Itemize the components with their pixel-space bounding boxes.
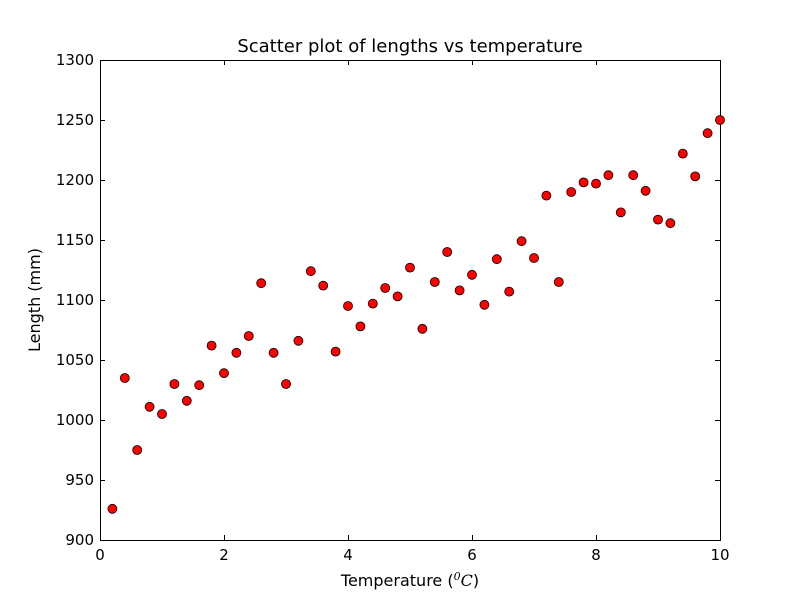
- y-tick-label: 1000: [56, 411, 94, 429]
- data-point: [467, 269, 477, 280]
- x-tick-label: 0: [95, 546, 105, 564]
- y-axis-label: Length (mm): [25, 248, 44, 352]
- data-point: [256, 278, 267, 289]
- data-points: [107, 115, 725, 514]
- data-point: [454, 285, 465, 296]
- data-point: [293, 335, 304, 346]
- data-point: [231, 347, 242, 358]
- chart-title: Scatter plot of lengths vs temperature: [237, 36, 582, 57]
- axis-ticks: 0 2 4 6 8 10 900 950 1000 1050 1100 1150 1200 1250 130…: [56, 51, 730, 564]
- data-point: [677, 148, 688, 159]
- data-point: [132, 445, 143, 455]
- data-point: [206, 340, 217, 351]
- data-point: [330, 346, 341, 357]
- data-point: [702, 128, 713, 139]
- data-point: [107, 503, 118, 514]
- x-axis-label: Temperature (0C): [340, 570, 479, 590]
- y-tick-label: 1200: [56, 171, 94, 189]
- data-point: [578, 177, 589, 188]
- x-axis-label-main: Temperature (: [340, 571, 454, 590]
- x-tick-label: 2: [219, 546, 229, 564]
- y-tick-label: 1050: [56, 351, 94, 369]
- x-tick-label: 4: [343, 546, 353, 564]
- data-point: [628, 170, 639, 181]
- data-point: [157, 409, 167, 419]
- data-point: [268, 347, 279, 358]
- data-point: [591, 178, 601, 189]
- data-point: [380, 283, 391, 293]
- data-point: [305, 266, 316, 277]
- data-point: [343, 301, 353, 311]
- data-point: [417, 323, 428, 334]
- data-point: [690, 171, 701, 182]
- x-tick-label: 6: [467, 546, 477, 564]
- data-point: [429, 277, 440, 287]
- data-point: [243, 331, 254, 341]
- x-axis-label-close: ): [473, 571, 479, 590]
- data-point: [392, 291, 403, 302]
- data-point: [281, 379, 291, 389]
- data-point: [144, 401, 155, 412]
- x-axis-label-superscript: 0: [454, 570, 461, 583]
- data-point: [169, 379, 180, 389]
- y-tick-label: 1250: [56, 111, 94, 129]
- data-point: [442, 247, 453, 257]
- data-point: [553, 277, 564, 287]
- data-point: [715, 115, 725, 125]
- data-point: [491, 254, 502, 265]
- data-point: [665, 218, 676, 229]
- data-point: [640, 185, 651, 196]
- data-point: [615, 207, 626, 218]
- data-point: [529, 253, 539, 263]
- data-point: [367, 298, 378, 309]
- data-point: [653, 214, 663, 225]
- y-tick-label: 950: [65, 471, 94, 489]
- data-point: [541, 190, 552, 201]
- x-axis-label-unit: C: [461, 571, 473, 590]
- plot-frame: [100, 60, 721, 541]
- data-point: [479, 299, 490, 310]
- data-point: [566, 187, 577, 197]
- data-point: [405, 262, 415, 273]
- data-point: [219, 368, 229, 379]
- data-point: [119, 373, 130, 383]
- x-tick-label: 8: [591, 546, 601, 564]
- y-tick-label: 1100: [56, 291, 94, 309]
- data-point: [516, 236, 527, 247]
- data-point: [504, 286, 515, 297]
- data-point: [181, 395, 192, 406]
- data-point: [355, 321, 366, 332]
- y-tick-label: 900: [65, 531, 94, 549]
- x-tick-label: 10: [710, 546, 729, 564]
- data-point: [603, 170, 614, 181]
- data-point: [318, 280, 329, 291]
- y-tick-label: 1150: [56, 231, 94, 249]
- y-tick-label: 1300: [56, 51, 94, 69]
- data-point: [194, 380, 205, 391]
